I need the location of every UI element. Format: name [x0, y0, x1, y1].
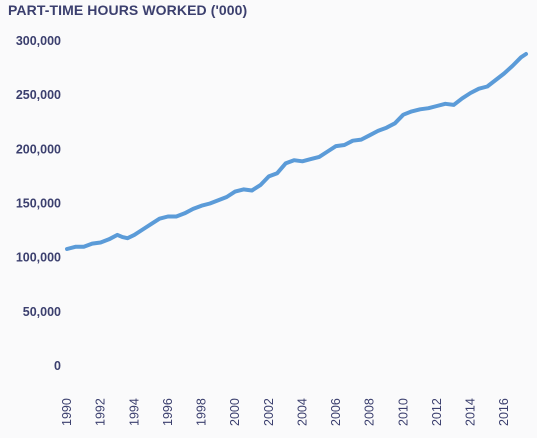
- x-tick-label: 2014: [464, 398, 478, 426]
- x-tick-label: 2012: [430, 398, 444, 426]
- y-tick-label: 150,000: [16, 197, 61, 211]
- y-tick-label: 100,000: [16, 251, 61, 265]
- x-tick-label: 2002: [262, 398, 276, 426]
- x-tick-label: 2008: [363, 398, 377, 426]
- x-tick-label: 2010: [396, 398, 410, 426]
- plot-area: [65, 52, 528, 251]
- x-tick-label: 2004: [295, 398, 309, 426]
- y-tick-label: 200,000: [16, 142, 61, 156]
- y-tick-label: 300,000: [16, 34, 61, 48]
- x-tick-label: 1992: [94, 398, 108, 426]
- y-tick-label: 50,000: [23, 305, 61, 319]
- x-tick-label: 1994: [127, 398, 141, 426]
- x-tick-label: 2016: [497, 398, 511, 426]
- y-tick-label: 250,000: [16, 88, 61, 102]
- x-tick-label: 1996: [161, 398, 175, 426]
- y-tick-label: 0: [54, 359, 61, 373]
- y-axis: 0 50,000 100,000 150,000 200,000 250,000 300,0…: [16, 34, 61, 373]
- x-axis: 1990 1992 1994 1996 1998 2000 2002 2004 2006 2008…: [60, 398, 511, 426]
- x-tick-label: 2000: [228, 398, 242, 426]
- x-tick-label: 2006: [329, 398, 343, 426]
- x-tick-label: 1998: [195, 398, 209, 426]
- x-tick-label: 1990: [60, 398, 74, 426]
- chart-title: PART-TIME HOURS WORKED ('000): [8, 2, 248, 18]
- series-line: [65, 52, 528, 251]
